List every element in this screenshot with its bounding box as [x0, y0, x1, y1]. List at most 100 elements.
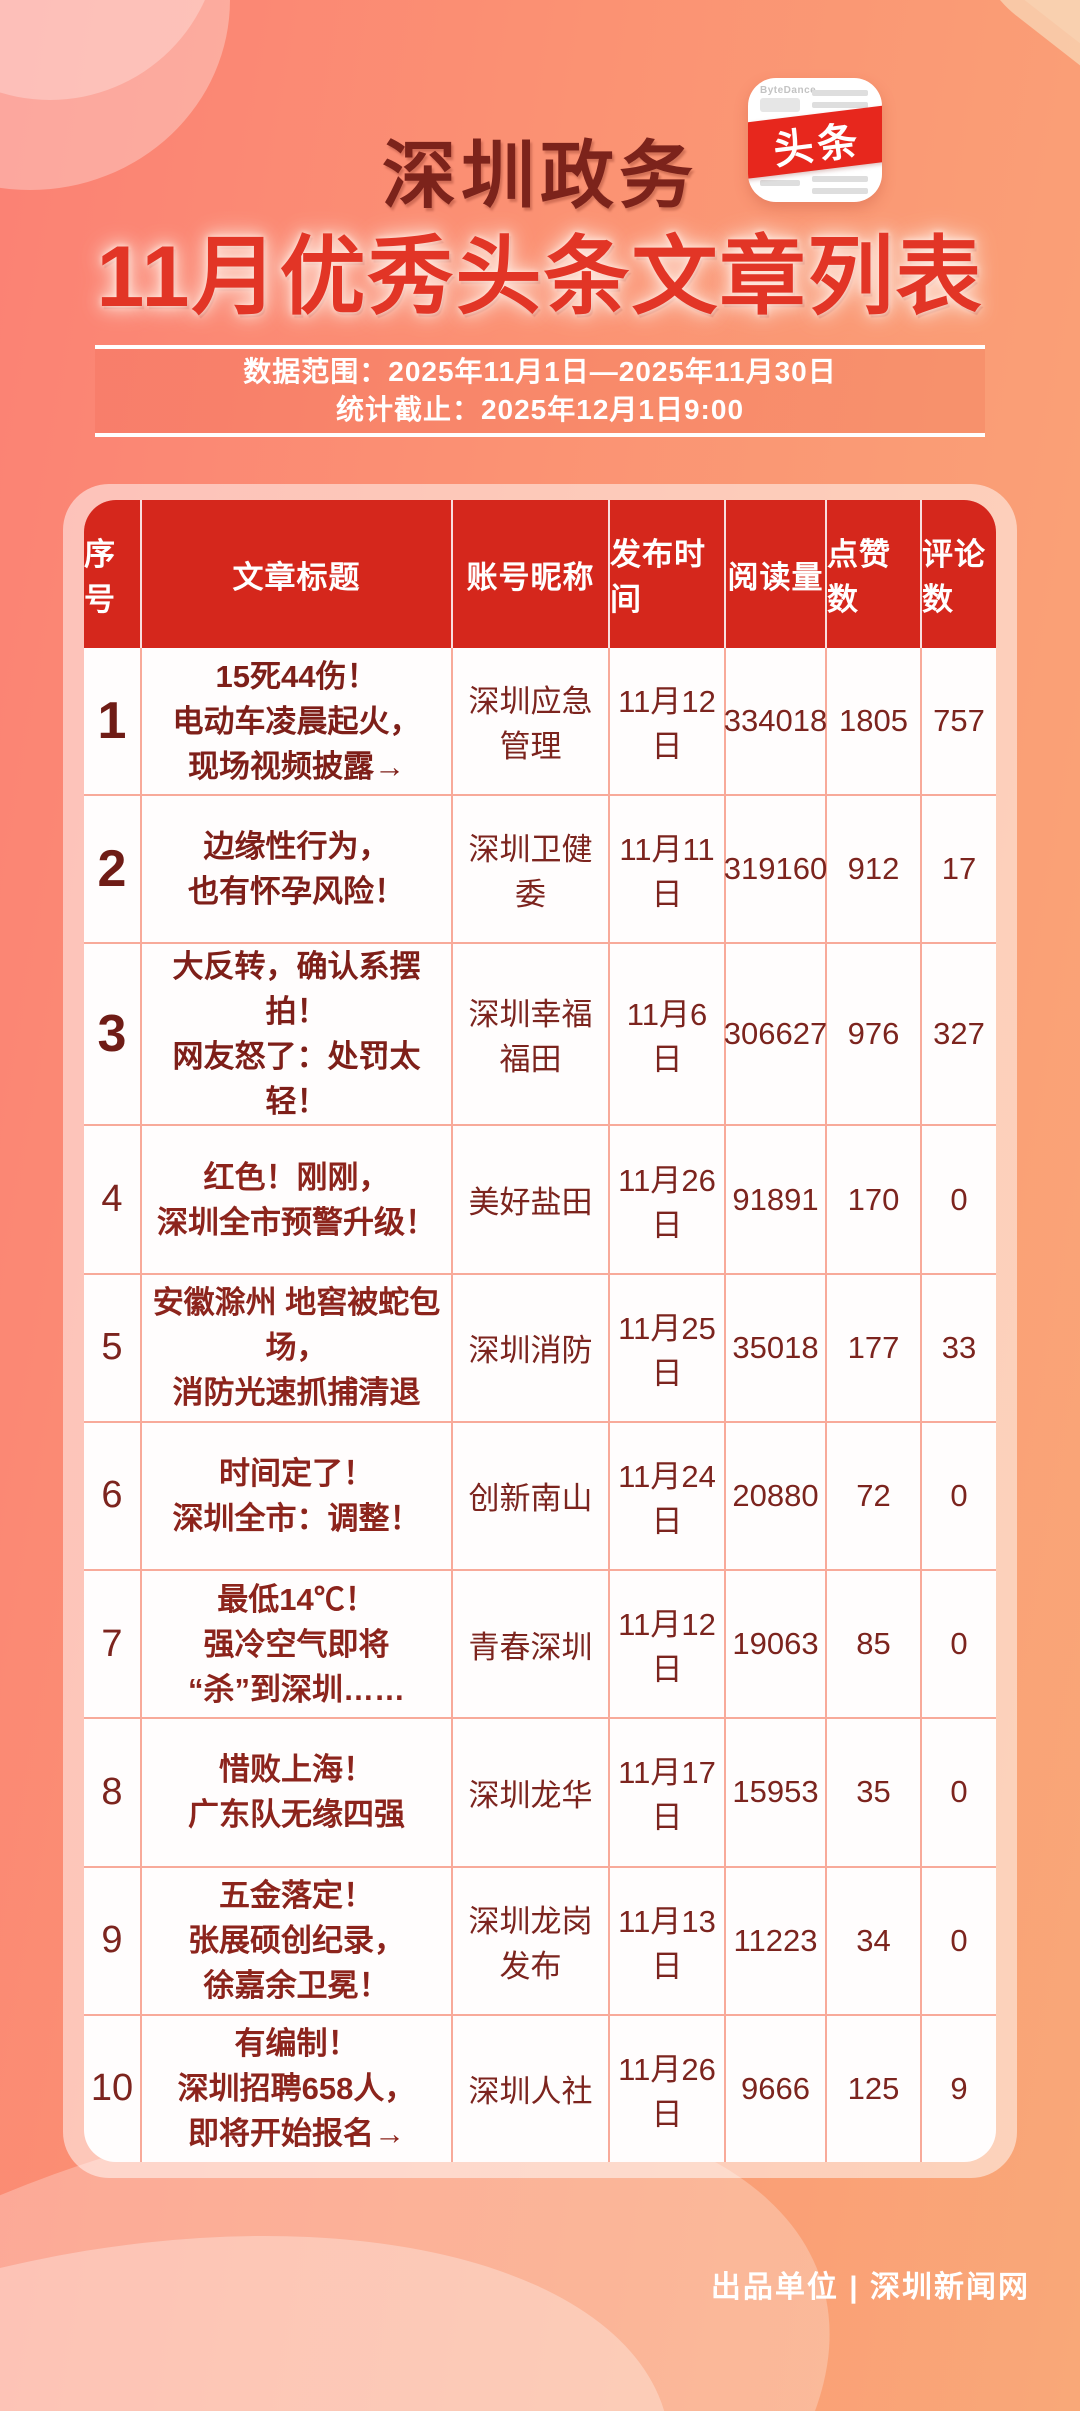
account-cell: 深圳幸福福田 [453, 944, 610, 1125]
reads-cell: 306627 [724, 944, 827, 1125]
likes-cell: 1805 [827, 648, 922, 795]
date-cell: 11月26日 [610, 2015, 726, 2162]
date-cell: 11月12日 [610, 1571, 726, 1718]
likes-cell: 125 [827, 2015, 922, 2162]
reads-cell: 334018 [724, 648, 827, 795]
table-row: 7 最低14℃！ 强冷空气即将 “杀”到深圳…… 青春深圳 11月12日 19063 85… [84, 1571, 996, 1720]
account-cell: 深圳卫健委 [453, 796, 610, 943]
logo-byline: ByteDance [760, 85, 817, 96]
credit-text: 出品单位 | 深圳新闻网 [710, 2271, 1030, 2304]
table-body: 1 15死44伤！ 电动车凌晨起火， 现场视频披露→ 深圳应急管理 11月12日 334… [84, 648, 996, 2162]
account-cell: 青春深圳 [453, 1571, 610, 1718]
likes-cell: 170 [827, 1126, 922, 1273]
comments-cell: 0 [950, 1477, 968, 1513]
comments-cell: 0 [950, 1626, 968, 1662]
logo-newspaper-line [812, 188, 868, 194]
logo-newspaper-line [812, 176, 868, 182]
likes-cell: 72 [827, 1422, 922, 1570]
comments-cell: 9 [950, 2070, 968, 2106]
date-cell: 11月17日 [610, 1719, 726, 1866]
table-row: 9 五金落定！ 张展硕创纪录， 徐嘉余卫冕！ 深圳龙岗发布 11月13日 11223 34… [84, 1867, 996, 2016]
stats-cutoff-text: 统计截止：2025年12月1日9:00 [335, 394, 745, 425]
title-cell: 时间定了！ 深圳全市：调整！ [142, 1422, 453, 1570]
rank-cell: 9 [84, 1867, 142, 2014]
table-row: 1 15死44伤！ 电动车凌晨起火， 现场视频披露→ 深圳应急管理 11月12日 334… [84, 648, 996, 797]
table-row: 6 时间定了！ 深圳全市：调整！ 创新南山 11月24日 20880 72 0 [84, 1422, 996, 1572]
rank-cell: 1 [84, 648, 142, 795]
meta-band: 数据范围：2025年11月1日—2025年11月30日 统计截止：2025年12… [95, 345, 985, 437]
date-cell: 11月12日 [610, 648, 726, 795]
column-header: 序号 [84, 500, 142, 648]
date-cell: 11月25日 [610, 1274, 726, 1421]
table-header-row: 序号 文章标题 账号昵称 发布时间 阅读量 点赞数 评论数 [84, 500, 996, 648]
logo-newspaper-line [812, 102, 868, 108]
title-cell: 五金落定！ 张展硕创纪录， 徐嘉余卫冕！ [142, 1867, 453, 2014]
rank-cell: 5 [84, 1274, 142, 1421]
reads-cell: 35018 [726, 1274, 827, 1421]
page-title: 11月优秀头条文章列表 [96, 229, 984, 325]
table-row: 5 安徽滁州 地窖被蛇包场， 消防光速抓捕清退 深圳消防 11月25日 35018 177… [84, 1274, 996, 1423]
logo-newspaper-line [760, 180, 800, 186]
comments-cell: 757 [933, 703, 985, 739]
decor-wave-bottom-left-inner [0, 2138, 728, 2411]
comments-cell: 327 [933, 1016, 985, 1052]
account-cell: 深圳应急管理 [453, 648, 610, 795]
title-cell: 边缘性行为， 也有怀孕风险！ [142, 796, 453, 943]
date-cell: 11月13日 [610, 1867, 726, 2014]
rank-cell: 2 [84, 796, 142, 943]
reads-cell: 11223 [726, 1867, 827, 2014]
data-range-text: 数据范围：2025年11月1日—2025年11月30日 [243, 356, 837, 387]
rank-cell: 3 [84, 944, 142, 1125]
reads-cell: 9666 [726, 2015, 827, 2162]
column-header: 账号昵称 [453, 500, 610, 648]
logo-red-banner: 头条 [748, 104, 882, 180]
decor-wave-top-left-inner [0, 0, 220, 100]
column-header: 文章标题 [142, 500, 453, 648]
rank-cell: 8 [84, 1719, 142, 1866]
likes-cell: 34 [827, 1867, 922, 2014]
title-cell: 大反转，确认系摆拍！ 网友怒了：处罚太轻！ [142, 944, 453, 1125]
rank-cell: 4 [84, 1126, 142, 1273]
table-row: 4 红色！刚刚， 深圳全市预警升级！ 美好盐田 11月26日 91891 170 0 [84, 1126, 996, 1275]
logo-newspaper-line [812, 90, 868, 96]
article-table: 序号 文章标题 账号昵称 发布时间 阅读量 点赞数 评论数 1 15死44伤！ 电动车凌晨起火… [84, 500, 996, 2162]
date-cell: 11月26日 [610, 1126, 726, 1273]
rank-cell: 7 [84, 1571, 142, 1718]
logo-banner-text: 头条 [771, 118, 864, 174]
table-row: 3 大反转，确认系摆拍！ 网友怒了：处罚太轻！ 深圳幸福福田 11月6日 306627 9… [84, 944, 996, 1127]
date-cell: 11月24日 [610, 1422, 726, 1570]
account-cell: 深圳人社 [453, 2015, 610, 2162]
reads-cell: 91891 [726, 1126, 827, 1273]
column-header: 评论数 [922, 537, 986, 617]
logo-newspaper-block [760, 98, 800, 112]
title-cell: 惜败上海！ 广东队无缘四强 [142, 1719, 453, 1866]
title-cell: 最低14℃！ 强冷空气即将 “杀”到深圳…… [142, 1571, 453, 1718]
reads-cell: 15953 [726, 1719, 827, 1866]
comments-cell: 0 [950, 1181, 968, 1217]
column-header: 阅读量 [726, 500, 827, 648]
toutiao-app-icon: ByteDance 头条 [748, 78, 882, 202]
account-cell: 深圳龙岗发布 [453, 1867, 610, 2014]
comments-cell: 0 [950, 1922, 968, 1958]
likes-cell: 912 [827, 796, 922, 943]
likes-cell: 85 [827, 1571, 922, 1718]
likes-cell: 35 [827, 1719, 922, 1866]
account-cell: 深圳龙华 [453, 1719, 610, 1866]
brand-title: 深圳政务 [382, 134, 698, 217]
title-cell: 15死44伤！ 电动车凌晨起火， 现场视频披露→ [142, 648, 453, 795]
rank-cell: 6 [84, 1422, 142, 1570]
title-cell: 红色！刚刚， 深圳全市预警升级！ [142, 1126, 453, 1273]
table-row: 8 惜败上海！ 广东队无缘四强 深圳龙华 11月17日 15953 35 0 [84, 1719, 996, 1868]
table-row: 2 边缘性行为， 也有怀孕风险！ 深圳卫健委 11月11日 319160 912 17 [84, 796, 996, 945]
column-header: 点赞数 [827, 500, 922, 648]
comments-cell: 33 [941, 1329, 977, 1365]
account-cell: 深圳消防 [453, 1274, 610, 1421]
date-cell: 11月11日 [610, 796, 726, 943]
comments-cell: 17 [941, 851, 977, 887]
title-cell: 安徽滁州 地窖被蛇包场， 消防光速抓捕清退 [142, 1274, 453, 1421]
account-cell: 创新南山 [453, 1422, 610, 1570]
title-cell: 有编制！ 深圳招聘658人， 即将开始报名→ [142, 2015, 453, 2162]
reads-cell: 19063 [726, 1571, 827, 1718]
reads-cell: 20880 [726, 1422, 827, 1570]
